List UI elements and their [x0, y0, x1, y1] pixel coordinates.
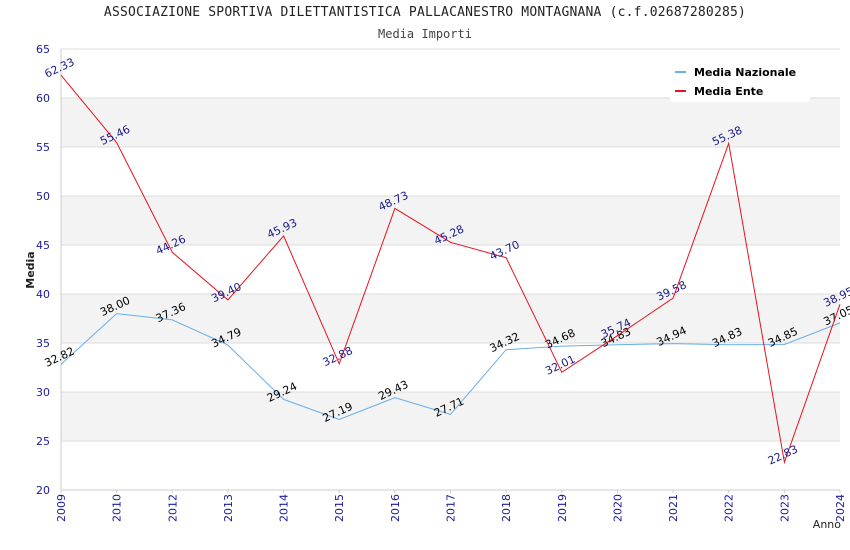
x-tick-label: 2015 [333, 494, 346, 522]
x-tick-label: 2017 [445, 494, 458, 522]
x-tick-label: 2020 [611, 494, 624, 522]
x-tick-label: 2012 [166, 494, 179, 522]
legend-label: Media Nazionale [694, 66, 796, 79]
x-tick-label: 2022 [723, 494, 736, 522]
y-tick-label: 50 [36, 190, 50, 203]
x-tick-label: 2009 [55, 494, 68, 522]
y-tick-label: 40 [36, 288, 50, 301]
x-axis-title: Anno [813, 518, 841, 531]
grid-band [61, 392, 840, 441]
x-tick-label: 2010 [111, 494, 124, 522]
grid-band [61, 441, 840, 490]
series-line-media-nazionale [60, 313, 841, 421]
legend-label: Media Ente [694, 85, 763, 98]
grid-band [61, 147, 840, 196]
chart-title: ASSOCIAZIONE SPORTIVA DILETTANTISTICA PA… [103, 5, 747, 20]
y-tick-label: 65 [36, 43, 50, 56]
x-tick-label: 2019 [556, 494, 569, 522]
y-tick-label: 55 [36, 141, 50, 154]
grid-band [61, 294, 840, 343]
x-tick-label: 2024 [834, 494, 847, 522]
y-tick-label: 20 [36, 484, 50, 497]
legend-box [670, 60, 810, 102]
grid-band [61, 245, 840, 294]
x-tick-label: 2014 [278, 494, 291, 522]
grid-band [61, 98, 840, 147]
y-axis-title: Media [24, 251, 37, 288]
series-line-media-ente [60, 74, 841, 465]
x-tick-label: 2021 [667, 494, 680, 522]
x-tick-label: 2018 [500, 494, 513, 522]
y-tick-label: 60 [36, 92, 50, 105]
x-tick-label: 2023 [778, 494, 791, 522]
chart-subtitle: Media Importi [378, 27, 472, 41]
x-tick-label: 2016 [389, 494, 402, 522]
y-tick-label: 30 [36, 386, 50, 399]
y-tick-label: 35 [36, 337, 50, 350]
grid-band [61, 343, 840, 392]
y-tick-label: 25 [36, 435, 50, 448]
x-tick-label: 2013 [222, 494, 235, 522]
y-tick-label: 45 [36, 239, 50, 252]
grid-band [61, 196, 840, 245]
